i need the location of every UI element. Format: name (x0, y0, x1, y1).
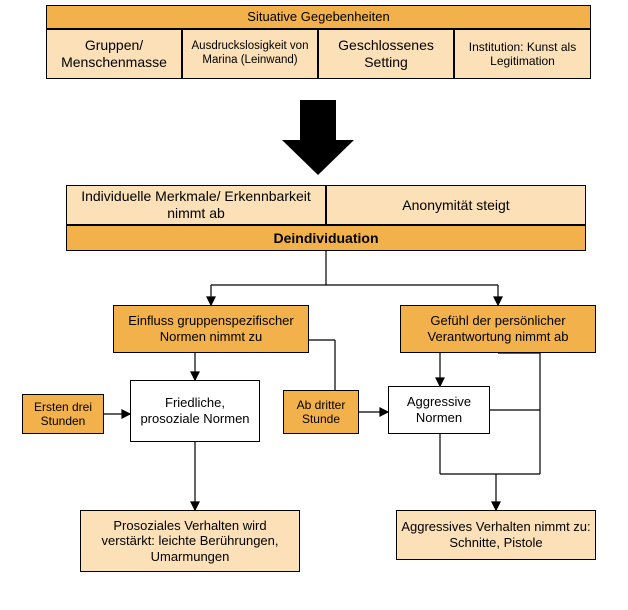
aggressive-norms-text: Aggressive Normen (393, 394, 485, 425)
outcome-prosocial: Prosoziales Verhalten wird verstärkt: le… (80, 510, 300, 572)
header-title: Situative Gegebenheiten (46, 5, 591, 29)
outcome-aggressive-text: Aggressives Verhalten nimmt zu: Schnitte… (401, 519, 591, 550)
aggressive-norms: Aggressive Normen (388, 386, 490, 434)
header-cell-2: Geschlossenes Setting (318, 29, 454, 79)
header-cell-1: Ausdruckslosigkeit von Marina (Leinwand) (182, 29, 318, 79)
header-cell-1-text: Ausdruckslosigkeit von Marina (Leinwand) (187, 40, 313, 68)
branch-responsibility: Gefühl der persönlicher Verantwortung ni… (400, 305, 596, 353)
mid-right-text: Anonymität steigt (402, 197, 509, 214)
branch-influence: Einfluss gruppenspezifischer Normen nimm… (113, 305, 309, 353)
header-cell-3: Institution: Kunst als Legitimation (454, 29, 591, 79)
header-cell-0: Gruppen/ Menschenmasse (46, 29, 182, 79)
outcome-prosocial-text: Prosoziales Verhalten wird verstärkt: le… (85, 518, 295, 565)
from-third-text: Ab dritter Stunde (288, 398, 354, 427)
mid-left-text: Individuelle Merkmale/ Erkennbarkeit nim… (71, 188, 321, 222)
peaceful-norms-text: Friedliche, prosoziale Normen (135, 395, 255, 426)
branch-responsibility-text: Gefühl der persönlicher Verantwortung ni… (405, 313, 591, 344)
header-cell-3-text: Institution: Kunst als Legitimation (459, 40, 586, 69)
first-hours-label: Ersten drei Stunden (22, 394, 104, 434)
peaceful-norms: Friedliche, prosoziale Normen (130, 380, 260, 442)
mid-right: Anonymität steigt (326, 185, 586, 225)
deindividuation: Deindividuation (66, 225, 586, 251)
header-cell-2-text: Geschlossenes Setting (323, 37, 449, 71)
header-cell-0-text: Gruppen/ Menschenmasse (51, 37, 177, 71)
mid-left: Individuelle Merkmale/ Erkennbarkeit nim… (66, 185, 326, 225)
first-hours-text: Ersten drei Stunden (27, 400, 99, 429)
from-third-label: Ab dritter Stunde (283, 390, 359, 434)
outcome-aggressive: Aggressives Verhalten nimmt zu: Schnitte… (396, 510, 596, 560)
deindividuation-text: Deindividuation (274, 230, 379, 247)
branch-influence-text: Einfluss gruppenspezifischer Normen nimm… (118, 313, 304, 344)
header-title-text: Situative Gegebenheiten (247, 9, 389, 25)
